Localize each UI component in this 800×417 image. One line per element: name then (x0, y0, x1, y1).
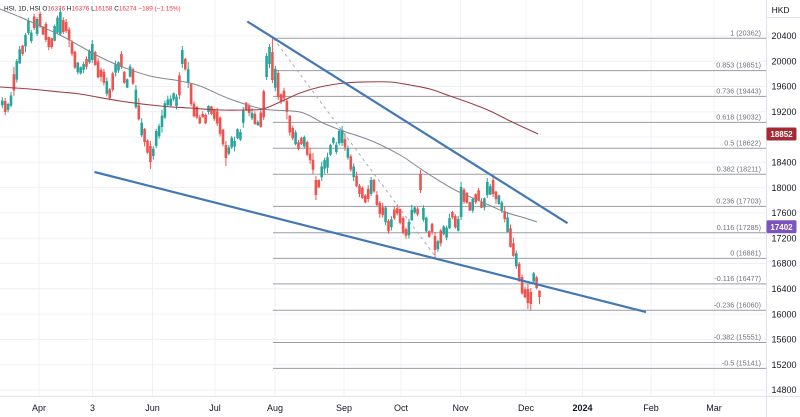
svg-text:17200: 17200 (772, 233, 797, 243)
svg-text:-0.236 (16060): -0.236 (16060) (714, 300, 761, 309)
svg-text:2024: 2024 (572, 403, 592, 413)
svg-text:Feb: Feb (643, 403, 659, 413)
svg-text:Jun: Jun (145, 403, 160, 413)
svg-text:15200: 15200 (772, 360, 797, 370)
svg-text:15600: 15600 (772, 335, 797, 345)
svg-text:Mar: Mar (706, 403, 722, 413)
svg-text:17600: 17600 (772, 208, 797, 218)
svg-text:3: 3 (90, 403, 95, 413)
svg-text:0.618 (19032): 0.618 (19032) (716, 112, 761, 121)
svg-text:0.236 (17703): 0.236 (17703) (716, 196, 761, 205)
svg-text:0.382 (18211): 0.382 (18211) (717, 164, 761, 173)
svg-text:18400: 18400 (772, 158, 797, 168)
svg-text:19600: 19600 (772, 82, 797, 92)
svg-text:17402: 17402 (770, 223, 793, 232)
svg-text:20400: 20400 (772, 31, 797, 41)
svg-text:0.853 (19851): 0.853 (19851) (716, 61, 761, 70)
svg-text:-0.116 (16477): -0.116 (16477) (714, 274, 761, 283)
svg-text:18852: 18852 (770, 130, 793, 139)
svg-text:Dec: Dec (518, 403, 535, 413)
svg-text:Oct: Oct (394, 403, 409, 413)
svg-text:0.5 (18622): 0.5 (18622) (724, 138, 761, 147)
svg-text:Aug: Aug (267, 403, 283, 413)
svg-text:16000: 16000 (772, 309, 797, 319)
svg-text:14800: 14800 (772, 385, 797, 395)
svg-text:-0.382 (15551): -0.382 (15551) (714, 333, 761, 342)
svg-text:20000: 20000 (772, 56, 797, 66)
svg-text:19200: 19200 (772, 107, 797, 117)
svg-text:16400: 16400 (772, 284, 797, 294)
svg-text:Apr: Apr (32, 403, 46, 413)
svg-text:0.736 (19443): 0.736 (19443) (716, 86, 761, 95)
svg-text:HKD: HKD (772, 5, 790, 15)
svg-text:Nov: Nov (452, 403, 469, 413)
svg-text:16800: 16800 (772, 259, 797, 269)
svg-text:-0.5 (15141): -0.5 (15141) (722, 358, 761, 367)
svg-text:1 (20362): 1 (20362) (730, 28, 761, 37)
svg-text:18000: 18000 (772, 183, 797, 193)
svg-text:0.116 (17285): 0.116 (17285) (717, 223, 761, 232)
svg-text:HSI, 1D, HSI O16376 H16376 L16: HSI, 1D, HSI O16376 H16376 L16158 C16274… (4, 6, 181, 13)
svg-text:Sep: Sep (336, 403, 352, 413)
svg-text:0 (16881): 0 (16881) (730, 248, 761, 257)
svg-text:Jul: Jul (209, 403, 221, 413)
